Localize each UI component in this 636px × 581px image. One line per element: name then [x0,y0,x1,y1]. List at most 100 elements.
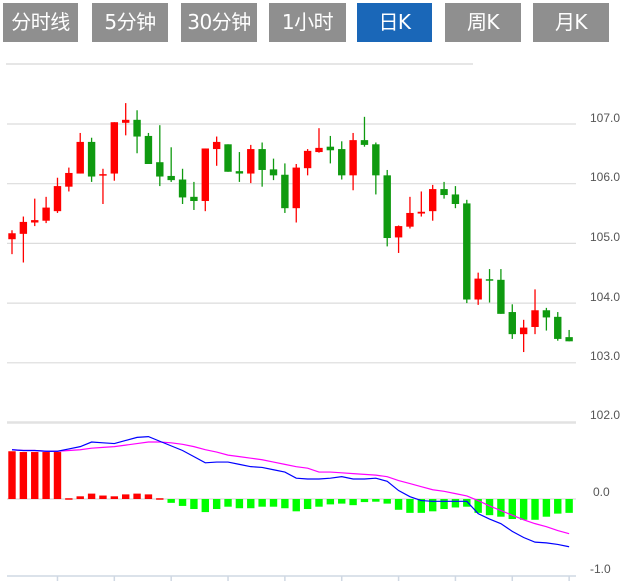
candle-body [281,174,289,209]
candle [201,148,209,212]
candle-body [383,175,391,239]
candle-body [372,144,380,176]
candle-body [190,196,198,202]
macd-histogram-bar [326,499,335,505]
candle [122,103,130,136]
macd-histogram-bar [87,493,96,499]
candle [360,116,369,147]
candle-body [31,220,39,223]
candle-body [497,279,505,314]
candle [531,289,539,335]
candle-body [315,147,323,153]
candle-body [42,207,50,221]
candle [281,163,289,213]
tab-30min[interactable]: 30分钟 [181,3,257,42]
candle-body [167,175,175,181]
y-tick-label: 107.0 [590,111,620,125]
candle [326,135,335,164]
candle [8,230,16,255]
candle [485,269,494,303]
macd-histogram-bar [508,499,516,520]
candle [428,184,437,221]
candle [224,144,232,172]
macd-histogram-bar [31,452,39,499]
macd-histogram-bar [53,452,62,499]
candle [110,122,119,181]
candle [212,136,221,166]
macd-histogram-bar [315,499,323,507]
y-tick-label: 105.0 [590,230,620,244]
candle-body [201,148,209,202]
macd-histogram-bar [247,499,255,509]
macd-histogram-bar [417,499,426,513]
candle [19,216,28,263]
candle-body [156,162,164,177]
candle-body [451,194,460,204]
macd-histogram-bar [394,499,403,510]
candle-body [122,119,130,123]
macd-histogram-bar [338,499,346,504]
macd-histogram-bar [428,499,437,512]
candle [565,329,573,342]
candle-body [417,211,426,214]
candle-body [565,337,573,342]
y-tick-label: 102.0 [590,408,620,422]
tab-daily-k[interactable]: 日K [357,3,432,42]
candle-body [65,172,73,187]
candle [292,163,300,223]
tab-timeshare[interactable]: 分时线 [3,3,78,42]
candle-body [53,186,62,212]
macd-histogram-bar [440,499,448,510]
candle [190,181,198,210]
macd-histogram-bar [269,499,278,507]
candle-body [76,141,84,174]
candle-body [440,189,448,196]
candle-body [235,171,244,174]
candle [167,147,175,182]
candle-body [326,146,335,151]
candle [178,168,187,204]
macd-histogram-bar [133,493,141,499]
tab-1hour[interactable]: 1小时 [269,3,346,42]
macd-histogram-bar [65,498,73,500]
candle-body [554,316,562,339]
macd-histogram-bar [190,499,198,510]
candles [8,103,573,353]
candle [338,141,346,180]
macd-histogram-bar [19,452,28,499]
macd-histogram-bar [303,499,312,510]
candle [76,132,84,174]
candle [474,272,482,305]
candle [372,142,380,195]
candle [303,149,312,176]
tab-monthly-k[interactable]: 月K [533,3,609,42]
candle-body [428,189,437,212]
macd-histogram-bar [167,499,175,503]
candle [497,269,505,314]
macd-histogram-bar [383,499,391,504]
candle [349,132,357,191]
macd-histogram-bar [212,499,221,510]
macd-histogram-bar [235,499,244,509]
candle [42,196,50,224]
candle-body [406,212,414,227]
macd-histogram-bar [224,499,232,507]
tab-weekly-k[interactable]: 周K [445,3,521,42]
y-axis-labels: 107.0 106.0 105.0 104.0 103.0 102.0 0.0 … [590,111,620,576]
dea-line [11,441,570,535]
macd-histogram-bar [281,499,289,509]
y-tick-label: 103.0 [590,349,620,363]
macd-histogram-bar [42,452,50,499]
candle-body [8,233,16,240]
candle-body [247,149,255,174]
macd-histogram-bar [406,499,414,513]
macd-histogram-bar [372,499,380,502]
macd-tick-label: 0.0 [593,485,610,499]
candle-body [542,310,551,318]
macd-histogram-bar [76,496,84,499]
candle-body [87,141,96,177]
macd-histogram-bar [178,499,187,506]
macd-histogram-bar [99,495,107,499]
tab-5min[interactable]: 5分钟 [92,3,168,42]
